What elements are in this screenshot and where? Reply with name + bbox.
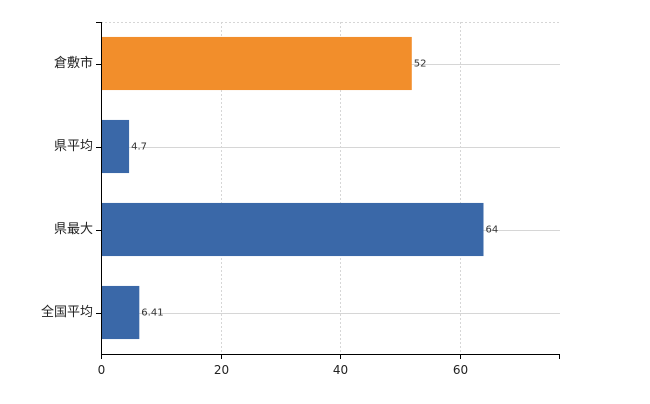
- x-tick-label: 0: [98, 363, 106, 377]
- bar: [101, 202, 484, 257]
- data-label: 52: [414, 59, 427, 70]
- bar: [101, 36, 412, 91]
- data-label: 64: [486, 225, 499, 236]
- category-label: 倉敷市: [54, 55, 93, 71]
- category-label: 県平均: [54, 139, 93, 154]
- data-label: 6.41: [141, 308, 163, 319]
- data-label: 4.7: [131, 142, 147, 153]
- bar: [101, 285, 140, 340]
- x-tick-label: 20: [214, 363, 229, 377]
- bar: [101, 119, 130, 174]
- axes: [101, 22, 560, 355]
- x-tick-label: 40: [333, 363, 348, 377]
- bars: [101, 36, 484, 340]
- category-label: 県最大: [54, 222, 93, 237]
- labels: 倉敷市 52 県平均 4.7 県最大 64 全国平均 6.41 0 20 40 60: [41, 22, 560, 377]
- x-tick-label: 60: [453, 363, 468, 377]
- category-label: 全国平均: [41, 304, 93, 320]
